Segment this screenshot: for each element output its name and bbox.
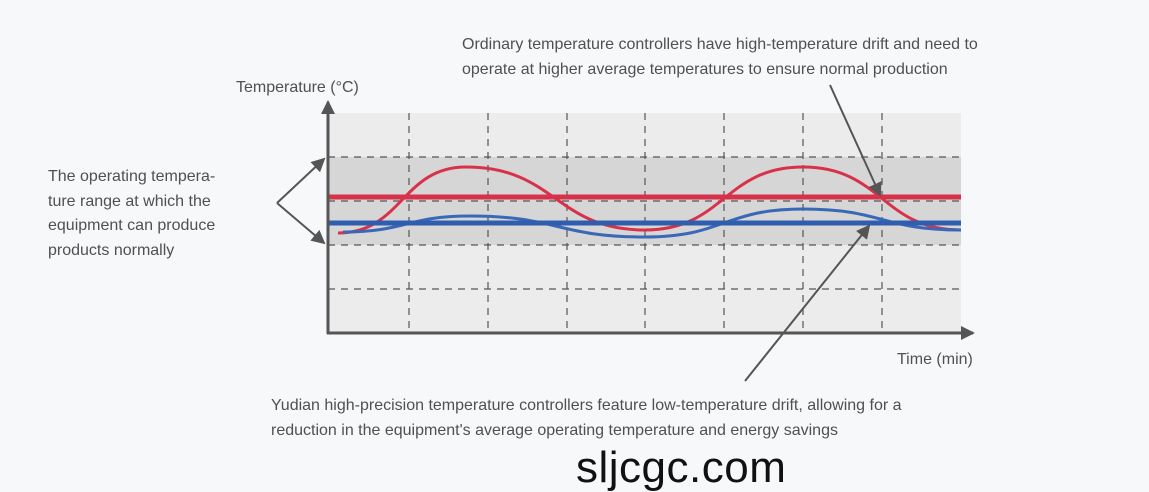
watermark: sljcgc.com bbox=[576, 443, 787, 492]
note-line: equipment can produce bbox=[48, 217, 216, 234]
note-line: products normally bbox=[48, 241, 175, 259]
note-line: ture range at which the bbox=[48, 192, 211, 210]
y-axis-label: Temperature (°C) bbox=[236, 79, 359, 96]
note-line: reduction in the equipment's average ope… bbox=[271, 421, 838, 439]
top-annotation-arrow bbox=[829, 84, 882, 197]
ordinary-controller-note: Ordinary temperature controllers have hi… bbox=[462, 33, 1122, 82]
note-line: The operating tempera- bbox=[48, 168, 216, 185]
bottom-annotation-arrow bbox=[744, 224, 871, 382]
ordinary-controller-temperature-curve bbox=[337, 165, 962, 235]
yudian-controller-temperature-curve bbox=[342, 207, 962, 239]
operating-range-note: The operating tempera- ture range at whi… bbox=[48, 165, 278, 263]
x-axis-label: Time (min) bbox=[897, 351, 973, 368]
range-upper-arrow bbox=[276, 157, 326, 204]
range-lower-arrow bbox=[276, 202, 326, 245]
note-line: operate at higher average temperatures t… bbox=[462, 60, 948, 78]
note-line: Ordinary temperature controllers have hi… bbox=[462, 36, 978, 53]
yudian-controller-note: Yudian high-precision temperature contro… bbox=[271, 394, 1071, 443]
note-line: Yudian high-precision temperature contro… bbox=[271, 397, 902, 414]
